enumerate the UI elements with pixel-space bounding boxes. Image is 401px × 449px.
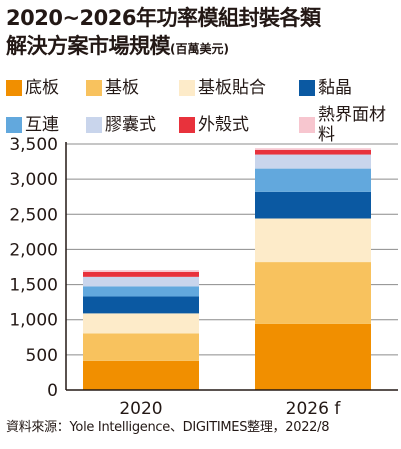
legend-item-熱界面材料: 熱界面材料	[299, 105, 399, 145]
unit-label: (百萬美元)	[170, 42, 229, 56]
y-tick-label: 500	[26, 346, 58, 366]
bar-segment	[83, 313, 199, 334]
chart-title: 2020~2026年功率模組封裝各類 解決方案市場規模(百萬美元)	[6, 4, 398, 63]
y-tick-label: 3,500	[9, 136, 58, 155]
bar-segment	[83, 360, 199, 390]
x-tick-label: 2020	[119, 399, 162, 418]
legend-item-底板: 底板	[6, 78, 86, 98]
y-tick-label: 2,000	[9, 240, 58, 260]
bar-segment	[255, 168, 371, 192]
legend-swatch	[6, 80, 22, 96]
legend-label: 基板	[105, 78, 139, 98]
y-tick-label: 1,000	[9, 311, 58, 331]
bar-segment	[255, 154, 371, 169]
y-tick-label: 1,500	[9, 276, 58, 296]
legend: 底板 基板 基板貼合 黏晶 互連 膠囊式 外殼式 熱界面材料	[6, 78, 401, 145]
bar-segment	[83, 286, 199, 297]
legend-swatch	[299, 117, 315, 133]
y-tick-label: 2,500	[9, 205, 58, 225]
bar-segment	[83, 271, 199, 277]
y-tick-label: 0	[47, 381, 58, 401]
bar-segment	[83, 333, 199, 361]
bar-segment	[83, 276, 199, 287]
legend-item-膠囊式: 膠囊式	[86, 105, 179, 145]
legend-item-基板: 基板	[86, 78, 179, 98]
legend-swatch	[86, 117, 102, 133]
bar-segment	[83, 296, 199, 314]
bar-segment	[255, 149, 371, 155]
bar-segment	[255, 218, 371, 263]
title-line-2: 解決方案市場規模(百萬美元)	[6, 32, 398, 63]
legend-swatch	[6, 117, 22, 133]
legend-swatch	[179, 117, 195, 133]
legend-swatch	[179, 80, 195, 96]
legend-item-黏晶: 黏晶	[299, 78, 399, 98]
bar-segment	[255, 191, 371, 219]
legend-label: 基板貼合	[198, 78, 266, 98]
legend-item-互連: 互連	[6, 105, 86, 145]
legend-label: 膠囊式	[105, 115, 156, 135]
legend-label: 外殼式	[198, 115, 249, 135]
source-note: 資料來源：Yole Intelligence、DIGITIMES整理，2022/…	[6, 420, 330, 435]
legend-label: 黏晶	[318, 78, 352, 98]
bar-segment	[255, 323, 371, 390]
legend-label: 互連	[25, 115, 59, 135]
bar-segment	[255, 148, 371, 150]
legend-label: 底板	[25, 78, 59, 98]
legend-item-外殼式: 外殼式	[179, 105, 299, 145]
bar-segment	[83, 270, 199, 272]
bar-segment	[255, 262, 371, 324]
title-line-2-text: 解決方案市場規模	[6, 34, 171, 58]
title-line-1: 2020~2026年功率模組封裝各類	[6, 6, 321, 30]
legend-swatch	[86, 80, 102, 96]
legend-swatch	[299, 80, 315, 96]
legend-label: 熱界面材料	[318, 105, 386, 145]
x-tick-label: 2026 f	[286, 399, 342, 418]
y-tick-label: 3,000	[9, 170, 58, 190]
stacked-bar-chart: 0 500 1,000 1,500 2,000 2,500 3,000 3,500 2020 20…	[9, 136, 398, 418]
legend-item-基板貼合: 基板貼合	[179, 78, 299, 98]
